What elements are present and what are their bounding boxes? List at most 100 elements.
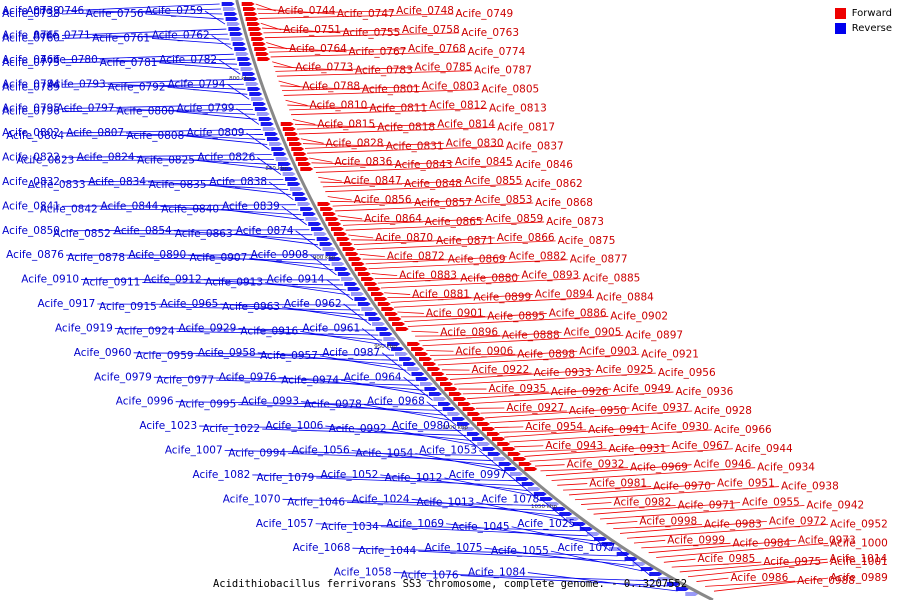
reverse-gene-label: Acife_0808 <box>126 130 184 142</box>
reverse-feature <box>263 127 276 131</box>
forward-gene-label: Acife_0877 <box>570 254 628 266</box>
reverse-feature <box>320 242 333 246</box>
reverse-gene-label: Acife_1045 <box>452 521 510 533</box>
forward-gene-label: Acife_0869 <box>448 254 506 266</box>
forward-gene-label: Acife_0866 <box>497 232 555 244</box>
reverse-gene-label: Acife_0824 <box>77 152 135 164</box>
reverse-feature <box>239 62 252 66</box>
forward-feature <box>320 207 333 211</box>
forward-gene-label: Acife_0982 <box>613 496 671 508</box>
reverse-feature <box>482 447 495 451</box>
forward-connector <box>372 274 398 276</box>
forward-feature <box>337 237 350 241</box>
forward-gene-label: Acife_0862 <box>525 178 583 190</box>
reverse-gene-label: Acife_0994 <box>228 448 286 460</box>
forward-feature <box>242 2 255 6</box>
forward-feature <box>453 397 466 401</box>
reverse-gene-label: Acife_0780 <box>40 54 98 66</box>
forward-gene-label: Acife_0949 <box>613 383 671 395</box>
reverse-gene-label: Acife_0833 <box>28 179 86 191</box>
forward-feature <box>385 312 398 316</box>
reverse-gene-label: Acife_0992 <box>329 423 387 435</box>
reverse-gene-label: Acife_0852 <box>53 228 111 240</box>
forward-connector <box>557 484 587 486</box>
forward-feature <box>283 127 296 131</box>
reverse-feature <box>368 317 381 321</box>
reverse-gene-label: Acife_0826 <box>197 152 255 164</box>
forward-feature <box>502 447 515 451</box>
reverse-gene-label: Acife_0968 <box>367 396 425 408</box>
reverse-gene-label: Acife_0911 <box>83 277 141 289</box>
reverse-feature <box>522 482 535 486</box>
reverse-gene-label: Acife_1006 <box>266 420 324 432</box>
forward-gene-label: Acife_0846 <box>515 159 573 171</box>
forward-gene-label: Acife_0864 <box>364 213 422 225</box>
forward-gene-label: Acife_0905 <box>564 326 622 338</box>
reverse-feature <box>228 27 241 31</box>
forward-gene-label: Acife_0773 <box>295 62 353 74</box>
forward-gene-label: Acife_0881 <box>412 289 470 301</box>
forward-gene-label: Acife_0950 <box>569 405 627 417</box>
forward-gene-label: Acife_0865 <box>425 216 483 228</box>
forward-feature <box>487 432 500 436</box>
forward-gene-label: Acife_0894 <box>535 289 593 301</box>
forward-gene-label: Acife_0810 <box>310 100 368 112</box>
forward-feature <box>281 122 294 126</box>
forward-gene-label: Acife_0941 <box>588 424 646 436</box>
reverse-feature <box>246 82 259 86</box>
reverse-feature <box>467 432 480 436</box>
forward-gene-label: Acife_0906 <box>455 345 513 357</box>
forward-connector <box>328 197 352 201</box>
forward-gene-label: Acife_0895 <box>487 310 545 322</box>
reverse-feature <box>452 417 465 421</box>
forward-gene-label: Acife_0859 <box>485 213 543 225</box>
forward-feature <box>368 287 381 291</box>
reverse-feature <box>265 132 278 136</box>
reverse-gene-label: Acife_0782 <box>159 54 217 66</box>
forward-gene-label: Acife_0783 <box>355 65 413 77</box>
forward-gene-label: Acife_0951 <box>717 478 775 490</box>
forward-feature <box>287 137 300 141</box>
forward-gene-label: Acife_0758 <box>402 24 460 36</box>
reverse-gene-label: Acife_1024 <box>352 493 410 505</box>
forward-gene-label: Acife_0774 <box>467 46 525 58</box>
reverse-feature <box>411 372 424 376</box>
reverse-gene-label: Acife_0781 <box>100 57 158 69</box>
forward-gene-label: Acife_0751 <box>283 24 341 36</box>
forward-gene-label: Acife_0899 <box>473 292 531 304</box>
reverse-gene-label: Acife_1078 <box>481 493 539 505</box>
forward-feature <box>419 357 432 361</box>
reverse-feature <box>287 182 300 186</box>
forward-gene-label: Acife_0926 <box>551 386 609 398</box>
reverse-gene-label: Acife_1084 <box>468 567 526 579</box>
forward-gene-label: Acife_0893 <box>521 270 579 282</box>
forward-feature <box>318 202 331 206</box>
forward-gene-label: Acife_0934 <box>757 462 815 474</box>
reverse-gene-label: Acife_0907 <box>189 252 247 264</box>
reverse-feature <box>348 287 361 291</box>
forward-gene-label: Acife_0868 <box>535 197 593 209</box>
forward-gene-label: Acife_0755 <box>342 27 400 39</box>
forward-connector <box>338 216 362 219</box>
forward-feature <box>508 452 521 456</box>
forward-feature <box>250 32 263 36</box>
forward-gene-label: Acife_0971 <box>678 499 736 511</box>
reverse-gene-label: Acife_0835 <box>149 179 207 191</box>
reverse-feature <box>488 452 501 456</box>
forward-gene-label: Acife_0787 <box>474 65 532 77</box>
forward-connector <box>411 331 438 332</box>
forward-gene-label: Acife_0952 <box>830 518 888 530</box>
reverse-gene-label: Acife_1053 <box>419 445 477 457</box>
forward-gene-label: Acife_0768 <box>408 43 466 55</box>
forward-feature <box>427 367 440 371</box>
reverse-gene-label: Acife_1077 <box>558 542 616 554</box>
forward-connector <box>286 100 308 105</box>
forward-feature <box>524 467 537 471</box>
forward-gene-label: Acife_0935 <box>488 383 546 395</box>
reverse-gene-label: Acife_1012 <box>385 472 443 484</box>
forward-gene-label: Acife_0956 <box>658 367 716 379</box>
reverse-connector <box>212 35 233 49</box>
reverse-gene-label: Acife_0915 <box>99 301 157 313</box>
